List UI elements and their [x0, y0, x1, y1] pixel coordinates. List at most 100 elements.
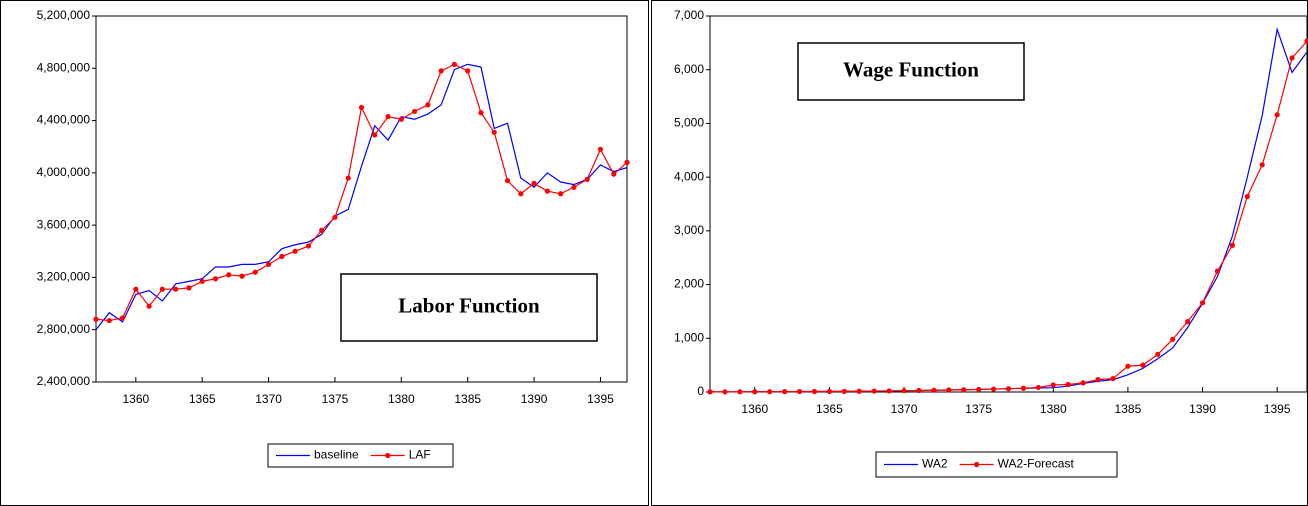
y-tick-label: 2,400,000 [37, 374, 91, 388]
series-marker [226, 272, 232, 278]
series-marker [239, 273, 245, 279]
series-marker [856, 388, 862, 394]
legend-marker [385, 452, 391, 459]
series-marker [425, 102, 431, 108]
series-marker [345, 175, 351, 181]
series-marker [1080, 380, 1086, 386]
series-marker [990, 386, 997, 392]
series-marker [737, 389, 743, 395]
plot-area [709, 15, 1308, 393]
series-marker [412, 108, 418, 115]
legend-marker [973, 461, 980, 468]
y-tick-label: 3,200,000 [37, 270, 91, 284]
y-tick-label: 4,000,000 [37, 165, 91, 179]
left-panel [0, 0, 649, 506]
series-marker [544, 188, 550, 194]
series-marker [159, 286, 165, 292]
series-marker [811, 388, 818, 395]
series-marker [1005, 386, 1012, 392]
series-marker [93, 316, 99, 322]
series-marker [1229, 242, 1235, 248]
series-marker [1259, 162, 1265, 168]
y-tick-label: 5,200,000 [37, 8, 91, 22]
series-marker [946, 387, 952, 393]
series-marker [146, 303, 152, 309]
series-marker [1140, 362, 1146, 368]
y-tick-label: 6,000 [674, 62, 704, 76]
x-tick-label: 1375 [965, 402, 992, 416]
series-marker [491, 129, 497, 135]
x-tick-label: 1385 [454, 392, 481, 406]
series-marker [826, 388, 833, 395]
series-marker [398, 116, 404, 122]
series-marker [358, 104, 365, 111]
annotation-box [340, 273, 598, 342]
series-marker [385, 114, 391, 120]
y-tick-label: 1,000 [674, 330, 704, 344]
series-marker [332, 214, 338, 220]
series-marker [279, 253, 285, 260]
x-tick-label: 1380 [1040, 402, 1067, 416]
y-tick-label: 3,000 [674, 223, 704, 237]
x-tick-label: 1395 [1264, 402, 1291, 416]
annotation: Wage Function [843, 57, 979, 81]
series-marker [265, 261, 272, 267]
series-marker [597, 146, 604, 152]
annotation-box [797, 42, 1025, 101]
y-tick-label: 4,000 [674, 169, 704, 183]
series-marker [1199, 300, 1206, 306]
series-marker [305, 243, 311, 249]
series-marker [1035, 384, 1041, 391]
y-tick-label: 7,000 [674, 8, 704, 22]
x-tick-label: 1365 [816, 402, 843, 416]
series-marker [1125, 363, 1131, 369]
series-marker [1289, 55, 1295, 61]
series-marker [465, 68, 471, 74]
x-tick-label: 1380 [388, 392, 415, 406]
series-marker [901, 388, 907, 394]
series-marker [722, 389, 728, 395]
series-marker [518, 191, 524, 197]
x-tick-label: 1390 [521, 392, 548, 406]
y-tick-label: 0 [697, 384, 704, 398]
series-marker [438, 68, 444, 74]
series-marker [571, 184, 577, 190]
y-tick-label: 4,800,000 [37, 60, 91, 74]
series-marker [451, 61, 458, 67]
plot-area [95, 15, 628, 383]
series-marker [871, 388, 877, 394]
y-tick-label: 2,000 [674, 277, 704, 291]
legend [267, 443, 454, 468]
series-marker [1244, 193, 1250, 200]
series-marker [1274, 112, 1280, 118]
legend-label: WA2-Forecast [998, 457, 1075, 471]
x-tick-label: 1390 [1189, 402, 1216, 416]
series-marker [1170, 336, 1176, 342]
series-marker [841, 388, 847, 394]
series-line [95, 63, 628, 331]
series-marker [212, 276, 219, 282]
y-tick-label: 2,800,000 [37, 322, 91, 336]
x-tick-label: 1370 [891, 402, 918, 416]
series-marker [1304, 38, 1308, 44]
series-marker [1155, 351, 1161, 357]
series-marker [767, 389, 773, 395]
series-marker [173, 286, 179, 292]
series-marker [252, 269, 258, 275]
series-marker [1185, 319, 1191, 325]
series-marker [106, 317, 112, 324]
series-marker [1065, 381, 1071, 388]
x-tick-label: 1385 [1115, 402, 1142, 416]
series-marker [292, 248, 298, 254]
y-tick-label: 3,600,000 [37, 217, 91, 231]
series-marker [531, 180, 537, 186]
series-marker [916, 387, 922, 394]
x-tick-label: 1360 [741, 402, 768, 416]
series-marker [1095, 377, 1101, 383]
annotation: Labor Function [398, 293, 540, 317]
legend-label: baseline [314, 448, 359, 462]
series-marker [558, 191, 564, 197]
series-marker [584, 176, 590, 182]
series-marker [1020, 385, 1027, 391]
